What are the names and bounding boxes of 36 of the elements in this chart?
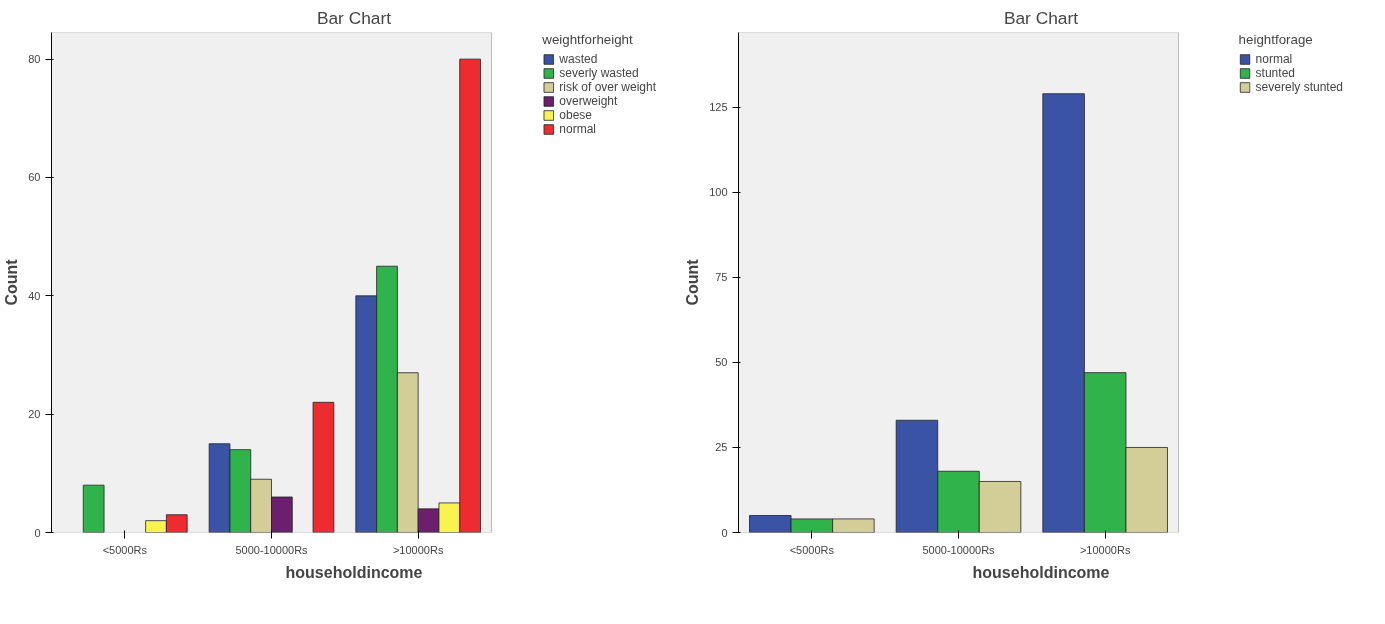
x-tick-label: >10000Rs	[392, 543, 444, 556]
bar	[82, 484, 105, 533]
y-tick-label: 100	[709, 186, 728, 199]
legend-label: wasted	[559, 52, 598, 66]
bar	[312, 401, 335, 533]
y-tick-label: 0	[34, 526, 41, 539]
y-tick-label: 50	[715, 356, 728, 369]
legend-label: risk of over weight	[559, 80, 656, 94]
y-tick-label: 60	[28, 171, 41, 184]
y-tick-label: 80	[28, 53, 41, 66]
y-tick-label: 75	[715, 271, 728, 284]
legend-label: normal	[1255, 52, 1293, 66]
legend-title: heightforage	[1238, 32, 1314, 47]
legend-label: severly wasted	[559, 66, 639, 80]
x-tick-label: 5000-10000Rs	[235, 543, 309, 556]
y-axis-title: Count	[684, 258, 702, 306]
legend-label: obese	[559, 108, 592, 122]
y-tick-label: 40	[28, 289, 41, 302]
x-tick-label: 5000-10000Rs	[922, 543, 996, 556]
y-tick-label: 25	[715, 441, 728, 454]
legend-label: normal	[559, 122, 596, 136]
legend-title: weightforheight	[542, 32, 634, 47]
x-tick-label: >10000Rs	[1079, 543, 1131, 556]
x-axis-title: householdincome	[285, 563, 423, 581]
x-tick-label: <5000Rs	[789, 543, 835, 556]
y-tick-label: 0	[721, 526, 728, 539]
chart-title: Bar Chart	[1003, 7, 1079, 28]
chart-title: Bar Chart	[316, 7, 392, 28]
x-axis-title: householdincome	[972, 563, 1110, 581]
legend-label: severely stunted	[1255, 80, 1343, 94]
legend-label: overweight	[559, 94, 618, 108]
legend-label: stunted	[1255, 66, 1295, 80]
y-tick-label: 20	[28, 408, 41, 421]
x-tick-label: <5000Rs	[102, 543, 148, 556]
y-tick-label: 125	[709, 101, 728, 114]
y-axis-title: Count	[3, 258, 21, 306]
